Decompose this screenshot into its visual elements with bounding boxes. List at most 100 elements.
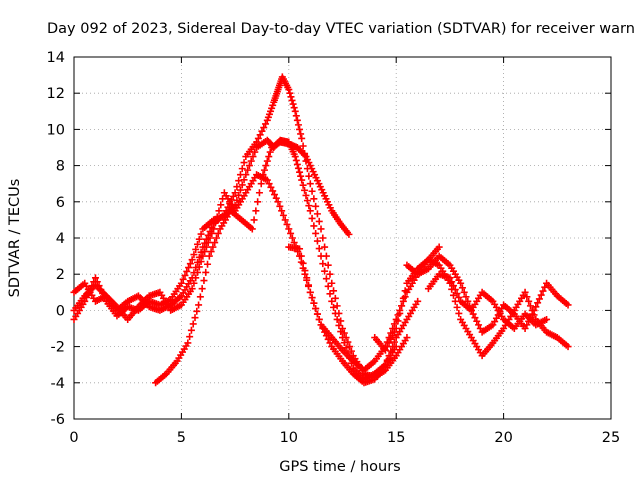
data-point	[254, 198, 262, 206]
data-point	[274, 198, 282, 206]
data-point	[390, 338, 398, 346]
data-point	[285, 86, 293, 94]
data-point	[212, 234, 220, 242]
data-marks	[70, 73, 572, 387]
data-point	[294, 164, 302, 172]
data-point	[240, 159, 248, 167]
data-point	[308, 187, 316, 195]
data-point	[214, 229, 222, 237]
data-point	[328, 279, 336, 287]
data-point	[217, 201, 225, 209]
chart-title: Day 092 of 2023, Sidereal Day-to-day VTE…	[47, 21, 635, 37]
data-point	[260, 124, 268, 132]
data-point	[315, 217, 323, 225]
data-point	[247, 157, 255, 165]
data-point	[449, 291, 457, 299]
x-tick-label: 25	[602, 430, 620, 446]
y-tick-label: 8	[56, 159, 65, 175]
data-point	[250, 216, 258, 224]
data-point	[321, 243, 329, 251]
data-point	[310, 222, 318, 230]
data-point	[333, 315, 341, 323]
y-tick-label: 12	[47, 86, 65, 102]
data-point	[389, 332, 397, 340]
data-point	[383, 356, 391, 364]
data-point	[292, 112, 300, 120]
data-point	[448, 278, 456, 286]
data-point	[521, 325, 529, 332]
data-point	[189, 320, 197, 328]
data-point	[288, 234, 296, 242]
data-point	[291, 107, 299, 115]
data-point	[523, 293, 531, 301]
data-point	[210, 225, 218, 233]
data-point	[202, 268, 210, 276]
data-point	[312, 229, 320, 237]
data-point	[198, 285, 206, 293]
data-point	[537, 291, 545, 299]
y-tick-label: 0	[56, 303, 65, 319]
data-point	[270, 191, 278, 199]
data-point	[390, 320, 398, 328]
y-axis-label: SDTVAR / TECUs	[7, 179, 23, 298]
data-point	[265, 180, 273, 188]
data-point	[296, 245, 304, 253]
data-point	[298, 134, 306, 142]
data-point	[305, 202, 313, 210]
data-point	[313, 210, 321, 218]
data-point	[534, 299, 542, 307]
data-point	[297, 130, 305, 138]
data-point	[181, 271, 189, 279]
data-point	[256, 131, 264, 139]
x-tick-label: 0	[69, 430, 78, 446]
data-point	[192, 245, 200, 253]
data-point	[528, 310, 536, 318]
data-point	[385, 339, 393, 347]
data-point	[262, 162, 270, 170]
data-point	[260, 166, 268, 174]
data-point	[396, 309, 404, 317]
data-point	[191, 314, 199, 322]
series-sat-c	[70, 171, 422, 387]
data-point	[238, 181, 246, 189]
data-point	[272, 194, 280, 202]
data-point	[345, 230, 353, 238]
data-point	[245, 162, 253, 170]
data-point	[331, 294, 339, 302]
data-point	[313, 237, 321, 245]
data-point	[187, 326, 195, 334]
data-point	[281, 216, 289, 224]
data-point	[308, 214, 316, 222]
data-point	[303, 274, 311, 282]
data-point	[199, 252, 207, 260]
data-point	[521, 288, 529, 296]
data-point	[194, 268, 202, 276]
data-point	[398, 302, 406, 310]
data-point	[248, 225, 256, 233]
data-point	[306, 180, 314, 188]
data-point	[564, 301, 572, 309]
series-sat-g	[403, 252, 572, 336]
data-point	[476, 325, 484, 332]
data-point	[333, 302, 341, 310]
data-point	[297, 172, 305, 180]
data-point	[401, 287, 409, 295]
data-point	[394, 317, 402, 325]
data-point	[464, 297, 472, 305]
data-point	[288, 96, 296, 104]
series-sat-h	[424, 270, 551, 332]
data-point	[301, 151, 309, 159]
series-sat-d	[152, 138, 353, 387]
data-point	[313, 310, 321, 318]
data-point	[213, 213, 221, 221]
data-point	[381, 361, 389, 369]
data-point	[381, 346, 389, 354]
data-point	[475, 321, 483, 329]
y-tick-label: -2	[51, 340, 65, 356]
data-point	[315, 315, 323, 323]
data-point	[305, 172, 313, 180]
data-point	[322, 252, 330, 260]
data-point	[457, 279, 465, 287]
data-point	[208, 229, 216, 237]
data-point	[91, 274, 99, 282]
